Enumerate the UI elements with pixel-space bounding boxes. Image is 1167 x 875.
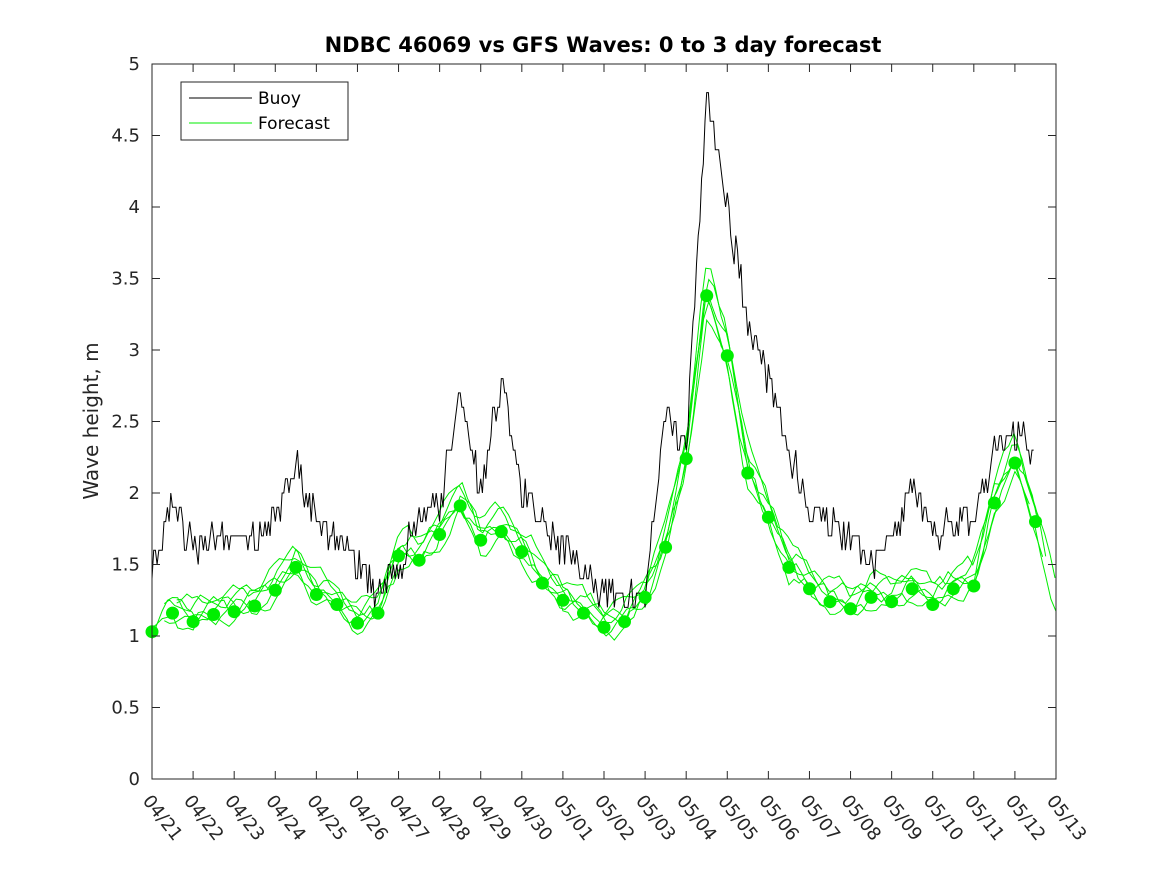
x-tick-label: 04/27: [385, 791, 433, 845]
legend-buoy-label: Buoy: [258, 89, 301, 109]
y-tick-label: 5: [129, 54, 140, 75]
x-tick-label: 04/21: [138, 791, 186, 845]
forecast-line: [176, 295, 1030, 627]
forecast-point: [659, 540, 673, 554]
x-tick-label: 05/04: [672, 791, 720, 845]
x-axis-ticks: 04/2104/2204/2304/2404/2504/2604/2704/28…: [138, 64, 1091, 845]
forecast-point: [864, 590, 878, 604]
forecast-point: [433, 528, 447, 541]
forecast-point: [761, 510, 775, 524]
forecast-point: [309, 588, 323, 601]
x-tick-label: 05/13: [1042, 791, 1090, 845]
forecast-point: [844, 602, 857, 616]
forecast-point: [351, 616, 364, 630]
forecast-point: [905, 582, 919, 596]
x-tick-label: 05/02: [590, 791, 638, 845]
x-tick-label: 05/03: [631, 791, 679, 845]
y-tick-label: 0: [129, 769, 140, 790]
forecast-point: [248, 599, 262, 613]
legend-forecast-label: Forecast: [258, 114, 330, 134]
forecast-point: [186, 615, 200, 629]
forecast-point: [515, 545, 529, 559]
x-tick-label: 05/10: [919, 791, 967, 845]
x-tick-label: 04/23: [220, 791, 268, 845]
forecast-point: [556, 593, 570, 607]
y-tick-label: 2.5: [111, 412, 140, 433]
y-tick-label: 1: [129, 626, 140, 647]
x-tick-label: 04/22: [179, 791, 227, 845]
forecast-point: [392, 549, 405, 563]
legend-box: [180, 81, 349, 141]
forecast-point: [166, 606, 179, 620]
forecast-point: [289, 560, 303, 574]
forecast-point: [946, 582, 960, 596]
forecast-point: [679, 452, 693, 466]
forecast-point: [741, 466, 755, 480]
forecast-point: [885, 595, 899, 609]
plot-frame: [151, 63, 1057, 780]
forecast-point: [720, 349, 734, 363]
y-axis-ticks: 0 0.5 1 1.5 2 2.5 3 3.5 4 4.5 5: [111, 54, 1056, 790]
x-tick-label: 05/06: [754, 791, 802, 845]
x-tick-label: 04/26: [344, 791, 392, 845]
forecast-point: [823, 595, 837, 609]
x-tick-label: 05/07: [796, 791, 844, 845]
y-tick-label: 4: [129, 197, 140, 218]
forecast-point: [700, 289, 714, 303]
x-tick-label: 04/28: [426, 791, 474, 845]
forecast-point: [371, 606, 385, 620]
y-axis-label: Wave height, m: [79, 342, 103, 499]
forecast-point: [412, 553, 426, 567]
x-tick-label: 05/05: [713, 791, 761, 845]
forecast-point: [207, 608, 221, 621]
forecast-point: [494, 525, 508, 539]
x-tick-label: 05/12: [1001, 791, 1049, 845]
plot-area: [145, 92, 1057, 641]
forecast-point: [330, 598, 344, 611]
forecast-point: [967, 579, 981, 593]
x-tick-label: 05/08: [837, 791, 885, 845]
buoy-line: [151, 92, 1034, 608]
x-tick-label: 05/09: [878, 791, 926, 845]
y-tick-label: 3: [129, 340, 140, 361]
forecast-point: [803, 582, 816, 596]
forecast-point: [268, 583, 282, 597]
x-tick-label: 04/25: [302, 791, 350, 845]
x-tick-label: 04/30: [508, 791, 556, 845]
forecast-line: [176, 267, 1056, 617]
forecast-point: [1029, 515, 1042, 529]
forecast-point: [453, 499, 467, 513]
forecast-point: [987, 496, 1001, 510]
forecast-line: [164, 278, 1038, 624]
forecast-point: [1008, 456, 1022, 470]
forecast-point: [638, 590, 652, 604]
y-tick-label: 2: [129, 483, 140, 504]
forecast-point: [926, 598, 940, 611]
forecast-point: [597, 620, 611, 634]
y-tick-label: 0.5: [111, 698, 140, 719]
forecast-point: [227, 605, 241, 619]
y-tick-label: 1.5: [111, 555, 140, 576]
x-tick-label: 04/24: [261, 791, 309, 845]
x-tick-label: 04/29: [467, 791, 515, 845]
forecast-point: [618, 615, 631, 629]
forecast-point: [535, 576, 549, 590]
x-tick-label: 05/01: [549, 791, 597, 845]
forecast-point: [474, 533, 488, 547]
y-tick-label: 3.5: [111, 269, 140, 290]
chart-title: NDBC 46069 vs GFS Waves: 0 to 3 day fore…: [325, 33, 882, 57]
x-tick-label: 05/11: [960, 791, 1008, 845]
forecast-point: [782, 560, 796, 574]
forecast-point: [577, 606, 590, 620]
legend: Buoy Forecast: [180, 81, 349, 141]
y-tick-label: 4.5: [111, 126, 140, 147]
